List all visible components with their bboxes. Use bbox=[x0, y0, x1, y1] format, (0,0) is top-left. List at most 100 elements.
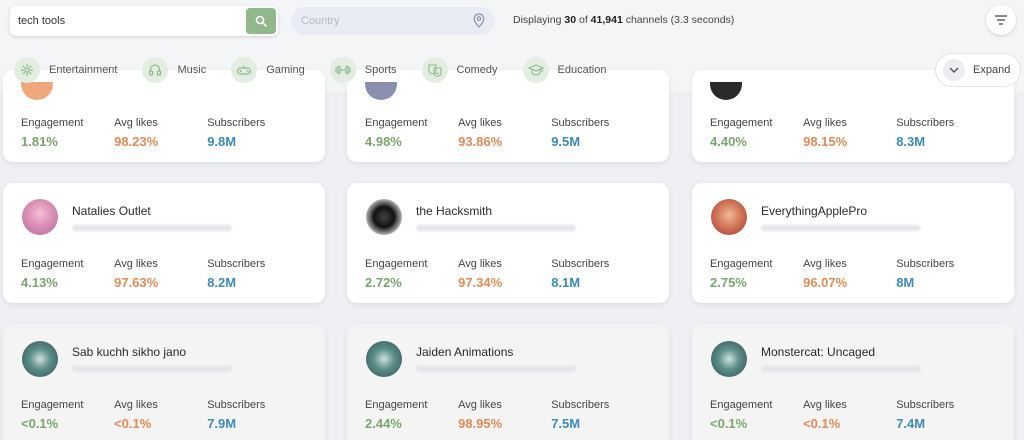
avg-likes-label: Avg likes bbox=[458, 399, 502, 411]
engagement-label: Engagement bbox=[365, 399, 428, 411]
avatar bbox=[711, 341, 747, 377]
channel-card[interactable]: Jaiden Animations Engagement 2.44% Avg li… bbox=[347, 324, 669, 440]
subscribers-label: Subscribers bbox=[896, 399, 955, 411]
category-gaming[interactable]: Gaming bbox=[231, 57, 305, 83]
engagement-label: Engagement bbox=[21, 117, 84, 129]
status-of: of bbox=[578, 14, 588, 26]
engagement-value: 2.44% bbox=[365, 416, 402, 431]
search-button[interactable] bbox=[246, 8, 276, 34]
category-label: Music bbox=[177, 64, 207, 76]
gaming-icon bbox=[231, 57, 258, 83]
metrics: Engagement <0.1% Avg likes <0.1% Subscribe… bbox=[21, 399, 315, 431]
avatar bbox=[21, 82, 53, 100]
avatar bbox=[710, 82, 742, 100]
channel-name: Natalies Outlet bbox=[72, 204, 151, 218]
avg-likes-label: Avg likes bbox=[803, 117, 847, 129]
avg-likes-value: 96.07% bbox=[803, 275, 848, 290]
subscribers-value: 9.5M bbox=[551, 134, 581, 149]
category-bar: Entertainment Music Gaming Sports Comedy… bbox=[14, 56, 631, 84]
engagement-label: Engagement bbox=[710, 117, 773, 129]
channel-handle-blurred bbox=[416, 366, 576, 372]
engagement-label: Engagement bbox=[21, 258, 84, 270]
avg-likes-label: Avg likes bbox=[803, 399, 847, 411]
channel-handle-blurred bbox=[72, 366, 232, 372]
channel-name: EverythingApplePro bbox=[761, 204, 868, 218]
engagement-value: <0.1% bbox=[710, 416, 748, 431]
category-music[interactable]: Music bbox=[142, 57, 206, 83]
subscribers-value: 8.3M bbox=[896, 134, 926, 149]
engagement-value: 1.81% bbox=[21, 134, 58, 149]
metrics: Engagement 2.44% Avg likes 98.95% Subscrib… bbox=[365, 399, 659, 431]
expand-button[interactable]: Expand bbox=[935, 53, 1021, 87]
engagement-value: 2.75% bbox=[710, 275, 747, 290]
avg-likes-label: Avg likes bbox=[114, 117, 158, 129]
chevron-down-icon bbox=[943, 59, 965, 81]
channel-card[interactable]: the Hacksmith Engagement 2.72% Avg likes 9… bbox=[347, 183, 669, 303]
category-label: Education bbox=[557, 64, 607, 76]
channel-handle-blurred bbox=[416, 225, 576, 231]
channel-name: Jaiden Animations bbox=[416, 345, 514, 359]
engagement-label: Engagement bbox=[710, 399, 773, 411]
location-pin-icon bbox=[473, 13, 485, 28]
country-input[interactable] bbox=[291, 7, 461, 35]
category-education[interactable]: Education bbox=[522, 57, 607, 83]
avg-likes-value: 98.23% bbox=[114, 134, 159, 149]
channel-card[interactable]: Natalies Outlet Engagement 4.13% Avg like… bbox=[3, 183, 325, 303]
metrics: Engagement 2.75% Avg likes 96.07% Subscrib… bbox=[710, 258, 1004, 290]
filter-icon bbox=[995, 15, 1007, 25]
avg-likes-label: Avg likes bbox=[803, 258, 847, 270]
engagement-label: Engagement bbox=[365, 258, 428, 270]
subscribers-value: 8M bbox=[896, 275, 915, 290]
subscribers-label: Subscribers bbox=[896, 117, 955, 129]
comedy-icon bbox=[421, 57, 448, 83]
category-sports[interactable]: Sports bbox=[329, 57, 397, 83]
engagement-value: 4.40% bbox=[710, 134, 747, 149]
channel-card[interactable]: Engagement 4.98% Avg likes 93.86% Subscrib… bbox=[347, 70, 669, 162]
channel-card[interactable]: Engagement 4.40% Avg likes 98.15% Subscrib… bbox=[692, 70, 1014, 162]
subscribers-value: 9.8M bbox=[207, 134, 237, 149]
status-suffix: channels (3.3 seconds) bbox=[625, 14, 735, 26]
channel-card[interactable]: Engagement 1.81% Avg likes 98.23% Subscrib… bbox=[3, 70, 325, 162]
status-total-count: 41,941 bbox=[590, 14, 623, 26]
avg-likes-value: <0.1% bbox=[114, 416, 152, 431]
avatar bbox=[711, 199, 747, 235]
filter-button[interactable] bbox=[986, 5, 1016, 35]
subscribers-value: 7.5M bbox=[551, 416, 581, 431]
sports-icon bbox=[329, 57, 356, 83]
avatar bbox=[22, 199, 58, 235]
search-box bbox=[10, 6, 278, 36]
subscribers-label: Subscribers bbox=[896, 258, 955, 270]
engagement-value: 4.13% bbox=[21, 275, 58, 290]
channel-card[interactable]: Monstercat: Uncaged Engagement <0.1% Avg … bbox=[692, 324, 1014, 440]
expand-label: Expand bbox=[973, 64, 1011, 76]
search-icon bbox=[255, 15, 267, 27]
engagement-value: 2.72% bbox=[365, 275, 402, 290]
education-icon bbox=[522, 57, 549, 83]
engagement-label: Engagement bbox=[710, 258, 773, 270]
category-label: Sports bbox=[364, 64, 397, 76]
avg-likes-value: 98.95% bbox=[458, 416, 503, 431]
avatar bbox=[366, 199, 402, 235]
avg-likes-value: 98.15% bbox=[803, 134, 848, 149]
avatar bbox=[366, 341, 402, 377]
category-entertainment[interactable]: Entertainment bbox=[14, 57, 117, 83]
subscribers-value: 7.4M bbox=[896, 416, 926, 431]
avg-likes-label: Avg likes bbox=[114, 258, 158, 270]
metrics: Engagement 4.40% Avg likes 98.15% Subscrib… bbox=[710, 117, 1004, 149]
engagement-label: Engagement bbox=[365, 117, 428, 129]
subscribers-label: Subscribers bbox=[551, 258, 610, 270]
subscribers-label: Subscribers bbox=[207, 399, 266, 411]
channel-handle-blurred bbox=[72, 225, 232, 231]
category-comedy[interactable]: Comedy bbox=[421, 57, 498, 83]
metrics: Engagement 1.81% Avg likes 98.23% Subscrib… bbox=[21, 117, 315, 149]
status-shown-count: 30 bbox=[564, 14, 577, 26]
subscribers-value: 8.2M bbox=[207, 275, 237, 290]
entertainment-icon bbox=[14, 57, 40, 83]
channel-name: the Hacksmith bbox=[416, 204, 493, 218]
search-input[interactable] bbox=[10, 6, 244, 36]
channel-card[interactable]: EverythingApplePro Engagement 2.75% Avg l… bbox=[692, 183, 1014, 303]
avg-likes-value: 97.63% bbox=[114, 275, 159, 290]
metrics: Engagement 2.72% Avg likes 97.34% Subscrib… bbox=[365, 258, 659, 290]
channel-card[interactable]: Sab kuchh sikho jano Engagement <0.1% Avg… bbox=[3, 324, 325, 440]
